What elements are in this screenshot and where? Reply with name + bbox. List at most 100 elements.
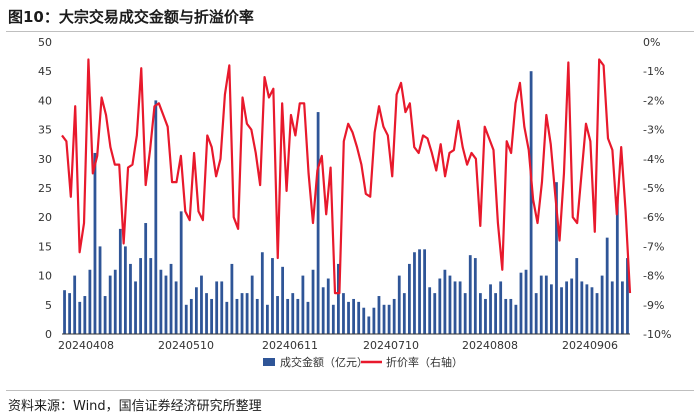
line-series — [61, 58, 632, 295]
amount-bar — [367, 316, 371, 334]
amount-bar — [372, 307, 376, 334]
amount-bar — [468, 255, 472, 334]
left-tick-label: 30 — [38, 153, 52, 166]
amount-bar — [205, 293, 208, 334]
amount-bar — [448, 275, 452, 334]
amount-bar — [473, 258, 477, 334]
amount-bar — [118, 228, 122, 334]
amount-bar — [600, 275, 604, 334]
amount-bar — [463, 293, 467, 334]
x-tick-label: 20240906 — [562, 339, 618, 352]
amount-bar — [260, 252, 264, 334]
left-tick-label: 15 — [38, 240, 52, 253]
left-tick-label: 45 — [38, 65, 52, 78]
x-axis-ticks: 20240408 20240510 20240611 20240710 20240808… — [58, 339, 618, 352]
right-tick-label: -1% — [643, 65, 664, 78]
amount-bar — [250, 275, 254, 334]
left-tick-label: 5 — [45, 299, 52, 312]
amount-bar — [342, 293, 345, 334]
amount-bar — [301, 275, 305, 334]
amount-bar — [296, 298, 300, 334]
amount-bar — [524, 269, 528, 334]
amount-bar — [73, 275, 77, 334]
amount-bar — [311, 269, 315, 334]
amount-bar — [108, 275, 112, 334]
x-tick-label: 20240408 — [58, 339, 114, 352]
amount-bar — [123, 246, 127, 334]
amount-bar — [605, 237, 609, 334]
legend: 成交金额（亿元） 折价率（右轴） — [263, 355, 463, 369]
amount-bar — [271, 258, 274, 334]
amount-bar — [83, 296, 87, 334]
source-divider — [6, 390, 694, 391]
amount-bar — [418, 249, 421, 334]
discount-rate-line — [61, 58, 632, 295]
amount-bar — [159, 269, 163, 334]
amount-bar — [286, 298, 290, 334]
combo-chart: 0 5 10 15 20 25 30 35 40 45 50 -10% -9% -8% -7% -6% -5%… — [38, 36, 671, 369]
legend-line-label: 折价率（右轴） — [386, 355, 463, 369]
amount-bar — [184, 304, 188, 334]
left-axis-ticks: 0 5 10 15 20 25 30 35 40 45 50 — [38, 36, 52, 341]
amount-bar — [265, 304, 269, 334]
amount-bar — [539, 275, 543, 334]
left-tick-label: 20 — [38, 211, 52, 224]
amount-bar — [113, 269, 117, 334]
amount-bar — [544, 275, 548, 334]
amount-bar — [362, 307, 366, 334]
right-tick-label: -9% — [643, 299, 664, 312]
amount-bar — [255, 298, 259, 334]
amount-bar — [397, 275, 401, 334]
amount-bar — [164, 275, 168, 334]
amount-bar — [63, 290, 66, 334]
bar-series — [63, 71, 629, 335]
amount-bar — [555, 182, 558, 334]
amount-bar — [276, 296, 279, 334]
right-tick-label: -6% — [643, 211, 664, 224]
amount-bar — [620, 281, 624, 334]
legend-bar-swatch — [263, 358, 275, 366]
amount-bar — [154, 100, 158, 335]
amount-bar — [534, 293, 538, 334]
left-tick-label: 50 — [38, 36, 52, 49]
x-tick-label: 20240510 — [158, 339, 214, 352]
right-tick-label: 0% — [643, 36, 660, 49]
amount-bar — [230, 263, 234, 334]
amount-bar — [504, 298, 508, 334]
left-tick-label: 10 — [38, 270, 52, 283]
amount-bar — [98, 246, 102, 334]
amount-bar — [103, 296, 107, 334]
amount-bar — [88, 269, 92, 334]
amount-bar — [78, 301, 82, 334]
amount-bar — [438, 278, 442, 334]
amount-bar — [595, 293, 599, 334]
amount-bar — [357, 301, 361, 334]
amount-bar — [215, 281, 219, 334]
amount-bar — [240, 293, 244, 334]
amount-bar — [443, 269, 447, 334]
right-tick-label: -7% — [643, 240, 664, 253]
amount-bar — [129, 263, 132, 334]
left-tick-label: 25 — [38, 182, 52, 195]
amount-bar — [382, 304, 386, 334]
amount-bar — [93, 152, 97, 334]
amount-bar — [210, 298, 214, 334]
amount-bar — [509, 298, 513, 334]
amount-bar — [626, 258, 629, 334]
amount-bar — [615, 196, 619, 334]
amount-bar — [514, 304, 518, 334]
amount-bar — [169, 263, 173, 334]
amount-bar — [326, 278, 330, 334]
amount-bar — [306, 301, 310, 334]
amount-bar — [478, 293, 482, 334]
amount-bar — [189, 298, 193, 334]
amount-bar — [590, 287, 594, 334]
x-tick-label: 20240808 — [462, 339, 518, 352]
amount-bar — [336, 263, 340, 334]
amount-bar — [494, 293, 498, 334]
right-tick-label: -10% — [643, 328, 671, 341]
amount-bar — [291, 293, 295, 334]
amount-bar — [174, 281, 178, 334]
amount-bar — [484, 298, 487, 334]
amount-bar — [570, 278, 574, 334]
